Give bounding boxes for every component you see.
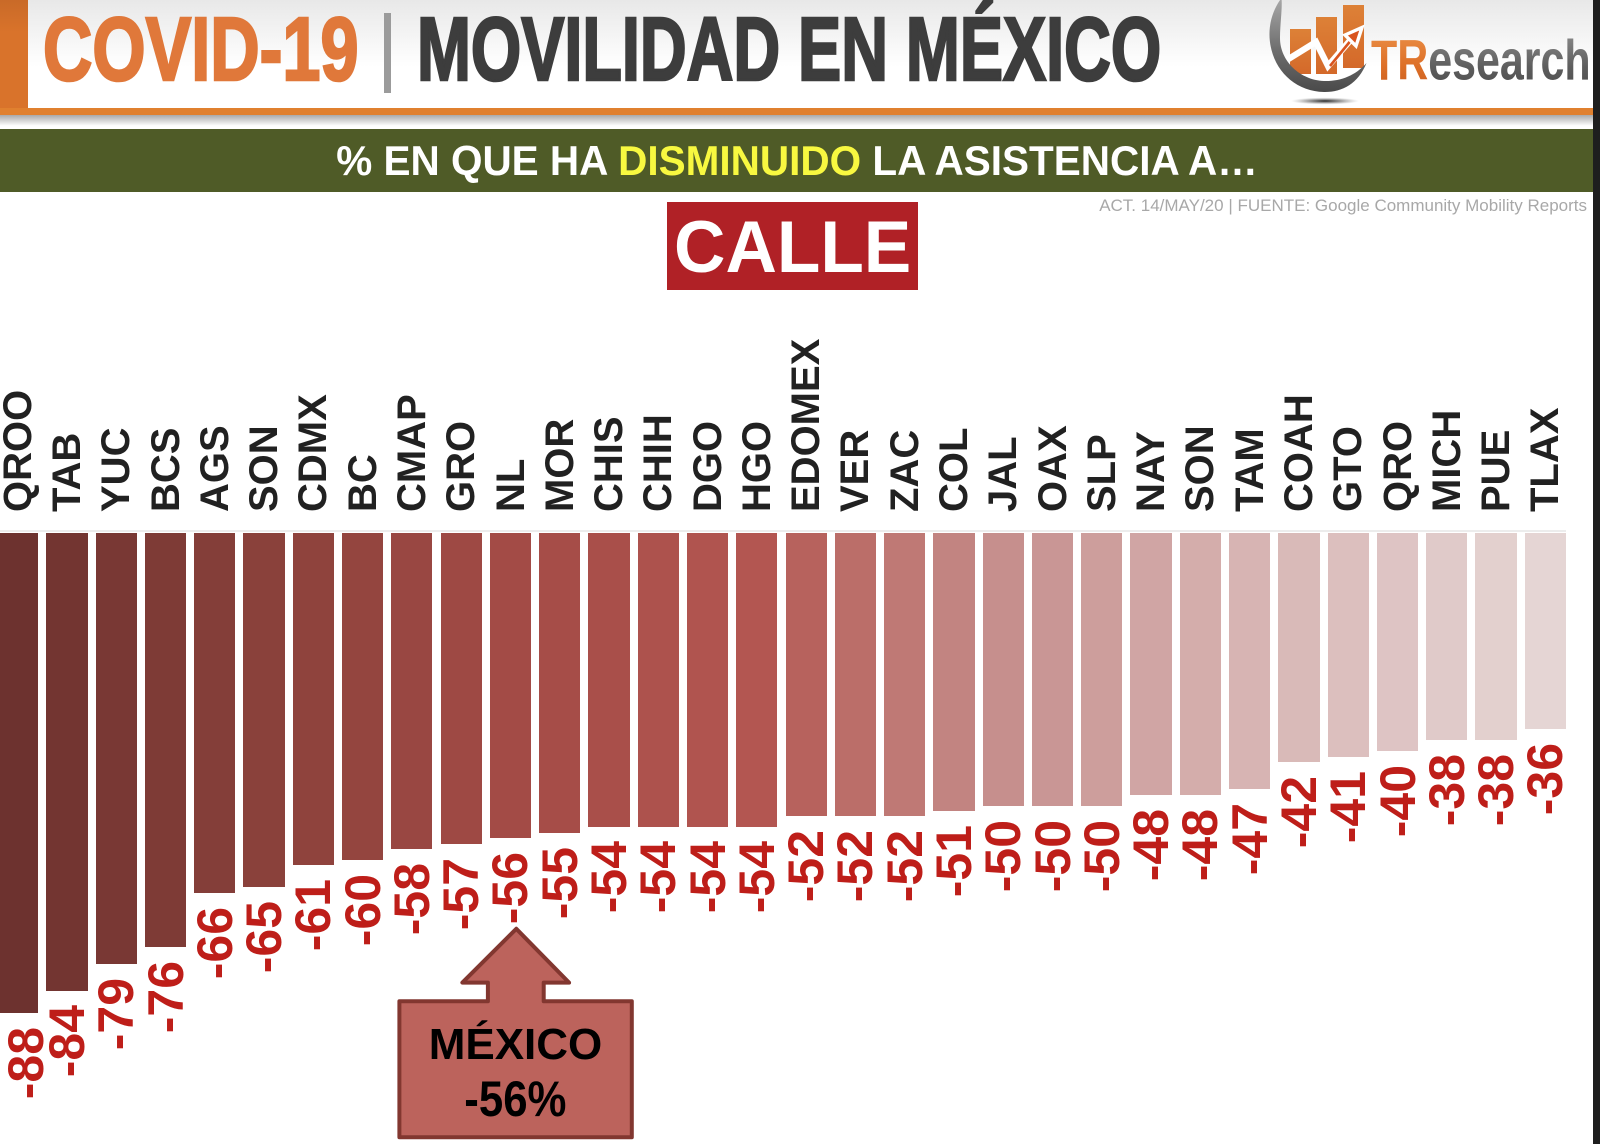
svg-text:TResearch: TResearch (1371, 29, 1591, 92)
